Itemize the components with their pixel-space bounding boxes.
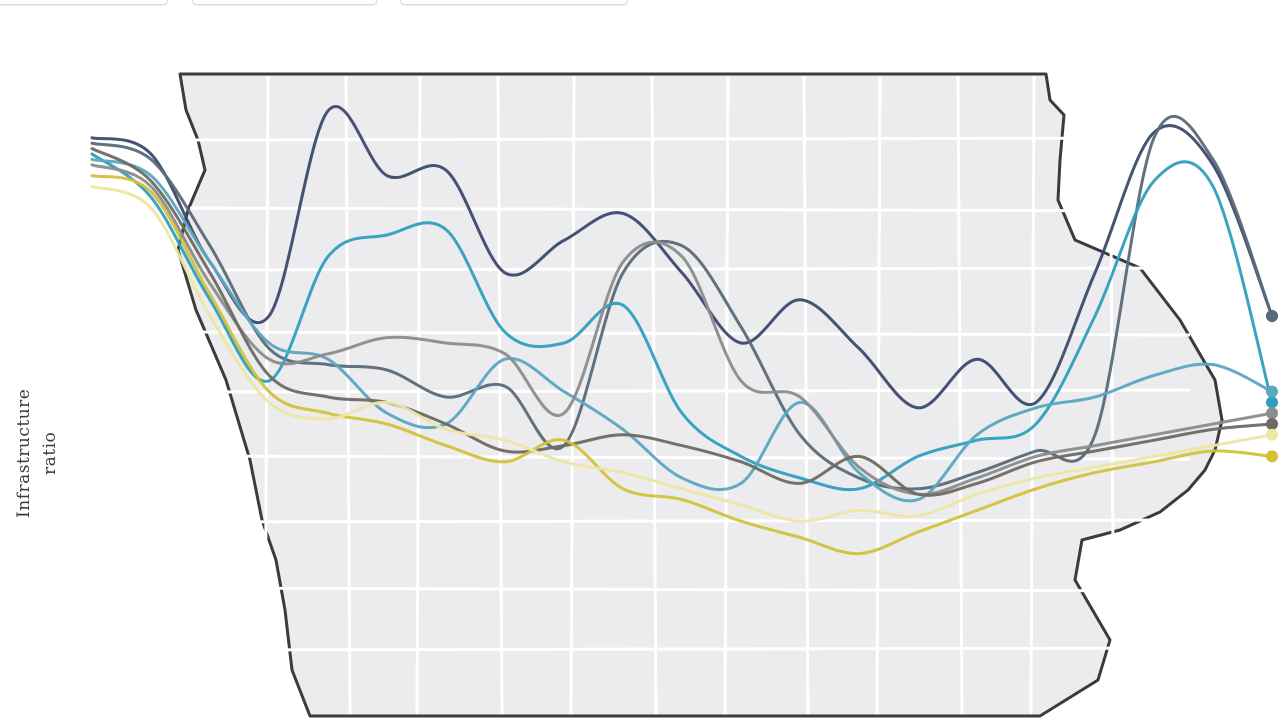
series-endpoint-2 [1266, 310, 1278, 322]
series-line-5 [90, 163, 1274, 496]
map-grid-line [189, 206, 1191, 213]
map-grid-line [650, 75, 658, 715]
top-toolbar [0, 0, 1280, 8]
toolbar-button-3[interactable] [400, 0, 628, 5]
map-grid-line [189, 136, 1191, 142]
map-grid-line [956, 75, 964, 715]
series-endpoint-7 [1266, 450, 1278, 463]
y-axis-label-line-1: Infrastructure [14, 388, 34, 518]
series-endpoint-6 [1266, 418, 1278, 430]
series-endpoint-8 [1266, 428, 1278, 441]
map-region [176, 72, 1224, 718]
series-line-6 [90, 147, 1274, 497]
map-grid-line [189, 586, 1191, 593]
map-grid-line [1029, 75, 1036, 715]
series-layer [90, 105, 1274, 556]
map-grid-line [263, 75, 270, 715]
series-line-8 [90, 184, 1274, 523]
map-grid-line [189, 388, 1191, 394]
y-axis-label-line-2: ratio [40, 431, 60, 475]
map-grid-line [344, 75, 352, 715]
map-grid-line [1108, 75, 1116, 715]
toolbar-button-1[interactable] [0, 0, 168, 5]
series-endpoint-4 [1266, 385, 1278, 398]
series-endpoint-3 [1266, 396, 1278, 409]
map-grid-line [189, 518, 1191, 524]
map-grid-line [189, 646, 1191, 652]
y-axis-label: Infrastructure ratio [4, 340, 64, 530]
toolbar-button-2[interactable] [192, 0, 377, 5]
map-grid-line [875, 75, 882, 715]
series-line-4 [90, 157, 1274, 503]
endpoint-markers [1266, 310, 1278, 463]
map-grid-line [802, 75, 810, 715]
map-grid [189, 75, 1191, 715]
map-grid-line [723, 75, 730, 715]
map-grid-line [189, 330, 1191, 337]
map-grid-line [189, 454, 1191, 461]
series-endpoint-5 [1266, 407, 1278, 420]
series-line-7 [90, 174, 1274, 556]
map-grid-line [496, 75, 504, 715]
map-grid-line [415, 75, 422, 715]
background-map [176, 72, 1224, 718]
series-line-1 [90, 105, 1274, 410]
